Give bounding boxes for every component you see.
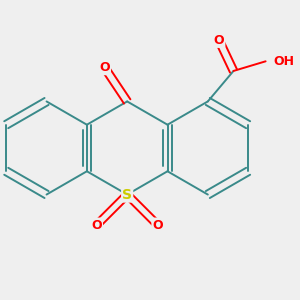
Text: O: O bbox=[152, 218, 163, 232]
Text: OH: OH bbox=[274, 55, 295, 68]
Text: O: O bbox=[99, 61, 110, 74]
Text: O: O bbox=[214, 34, 224, 47]
Text: O: O bbox=[92, 218, 102, 232]
Text: S: S bbox=[122, 188, 132, 202]
